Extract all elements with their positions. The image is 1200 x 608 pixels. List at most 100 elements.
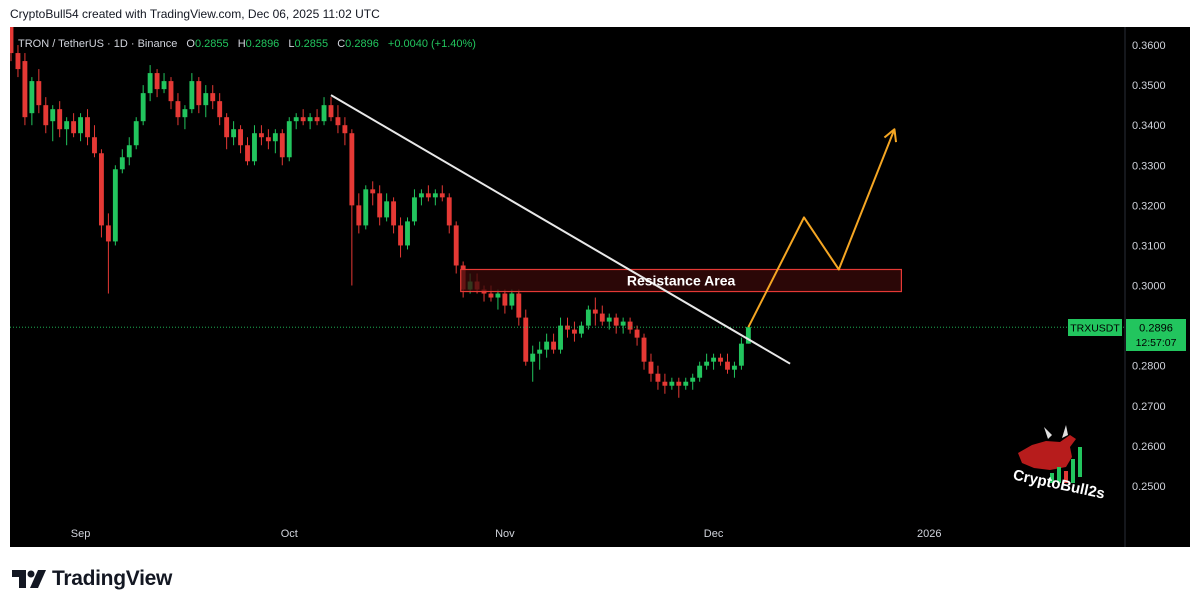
price-tag-box [1126,319,1186,351]
candle-body [648,361,654,374]
x-axis-ticks: Sep Oct Nov Dec 2026 [71,528,942,540]
candle-body [314,117,320,122]
candle-body [279,133,285,158]
candle-body [585,309,591,326]
projection-path [747,128,896,328]
candle-body [634,329,640,338]
legend-close-value: 0.2896 [345,38,379,50]
candle-body [203,93,209,106]
chart-attribution: CryptoBull54 created with TradingView.co… [10,7,380,21]
bull-icon [1018,435,1076,470]
legend-symbol: TRON / TetherUS · 1D · Binance [18,38,177,50]
legend-open-label: O [186,38,195,50]
legend-low-value: 0.2855 [295,38,329,50]
candle-body [676,381,682,386]
candle-body [112,169,118,242]
candle-body [613,317,619,326]
candle-body [36,81,42,106]
candle-body [370,189,376,194]
price-tag-price: 0.2896 [1139,323,1173,335]
candle-body [711,357,717,362]
candle-body [147,73,153,94]
candle-body [662,381,668,386]
candle-body [377,193,383,218]
x-tick-label: Dec [704,528,724,540]
candle-body [335,117,341,126]
candle-body [718,357,723,362]
watermark-logo: CryptoBull2s [1012,425,1106,503]
x-tick-label: Oct [281,528,298,540]
candle-body [217,101,223,118]
candle-body [558,325,563,350]
candle-body [641,337,647,362]
candle-body [15,53,21,70]
candle-body [669,381,675,386]
resistance-area-label: Resistance Area [627,273,736,289]
resistance-area-box [460,268,902,293]
candle-body [453,225,459,266]
candle-body [238,129,243,146]
candle-body [224,117,230,138]
candle-body [210,93,216,102]
candle-body [516,293,522,318]
candle-body [704,361,710,366]
candle-body [196,81,202,106]
candle-body [578,325,584,334]
y-tick-label: 0.2600 [1132,441,1166,453]
candle-body [140,93,146,122]
legend-low-label: L [288,38,294,50]
price-tag: TRXUSDT 0.2896 12:57:07 [1068,319,1186,351]
chart-legend: TRON / TetherUS · 1D · Binance O 0.2855 H… [18,38,476,50]
y-tick-label: 0.3100 [1132,240,1166,252]
candle-body [57,109,63,130]
candlestick-chart[interactable]: 0.3600 0.3500 0.3400 0.3300 0.3200 0.3100 0.30… [8,27,1190,547]
price-tag-symbol: TRXUSDT [1070,323,1120,335]
candle-body [98,153,104,226]
candle-body [321,105,327,122]
candle-body [627,321,633,330]
candle-body [307,117,313,122]
price-tag-symbol-box [1068,319,1122,336]
candle-body [530,353,536,362]
candle-body [502,293,508,306]
tradingview-wordmark: TradingView [52,567,173,590]
price-tag-countdown: 12:57:07 [1136,337,1177,349]
tradingview-logo-icon [12,570,46,588]
candle-body [286,121,292,158]
y-tick-label: 0.3200 [1132,200,1166,212]
candle-body [168,81,174,102]
y-tick-label: 0.3300 [1132,160,1166,172]
candle-body [606,317,612,322]
y-tick-label: 0.2500 [1132,481,1166,493]
candle-body [523,317,529,362]
tradingview-branding[interactable]: TradingView [12,566,172,592]
legend-high-label: H [238,38,246,50]
candle-body [725,361,730,370]
candle-body [50,109,56,122]
candle-body [565,325,570,330]
candle-body [342,125,348,134]
candle-body [265,137,271,142]
candle-body [231,129,237,138]
candle-body [439,193,445,198]
legend-close-label: C [337,38,345,50]
candle-body [85,117,90,138]
downtrend-line [330,94,791,365]
candle-body [544,341,550,350]
candle-body [293,117,299,122]
candle-body [599,313,605,322]
candle-body [64,121,70,130]
legend-change: +0.0040 (+1.40%) [388,38,476,50]
candle-body [738,343,744,366]
candle-body [551,341,557,350]
chart-panel[interactable]: 0.3600 0.3500 0.3400 0.3300 0.3200 0.3100 0.30… [8,27,1190,547]
y-axis-ticks: 0.3600 0.3500 0.3400 0.3300 0.3200 0.3100 0.30… [1132,40,1166,493]
candle-body [133,121,139,146]
candle-body [745,327,751,344]
candle-body [78,117,83,134]
candle-body [537,349,543,354]
candle-body [398,225,403,246]
candle-body [620,321,626,326]
candles [8,27,751,398]
candle-body [732,365,737,370]
